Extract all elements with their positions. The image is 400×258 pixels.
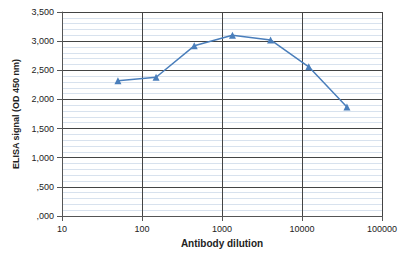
svg-text:2,000: 2,000 — [31, 94, 54, 104]
svg-text:1,500: 1,500 — [31, 124, 54, 134]
svg-text:10: 10 — [57, 224, 67, 234]
svg-text:1000: 1000 — [212, 224, 232, 234]
svg-text:,000: ,000 — [36, 211, 54, 221]
svg-text:3,500: 3,500 — [31, 7, 54, 17]
svg-text:10000: 10000 — [289, 224, 314, 234]
svg-text:1,000: 1,000 — [31, 153, 54, 163]
svg-text:100: 100 — [134, 224, 149, 234]
svg-text:ELISA signal (OD 450 nm): ELISA signal (OD 450 nm) — [11, 59, 21, 169]
svg-text:3,000: 3,000 — [31, 36, 54, 46]
svg-text:2,500: 2,500 — [31, 65, 54, 75]
svg-text:Antibody dilution: Antibody dilution — [181, 238, 263, 249]
svg-text:100000: 100000 — [367, 224, 397, 234]
svg-text:,500: ,500 — [36, 182, 54, 192]
